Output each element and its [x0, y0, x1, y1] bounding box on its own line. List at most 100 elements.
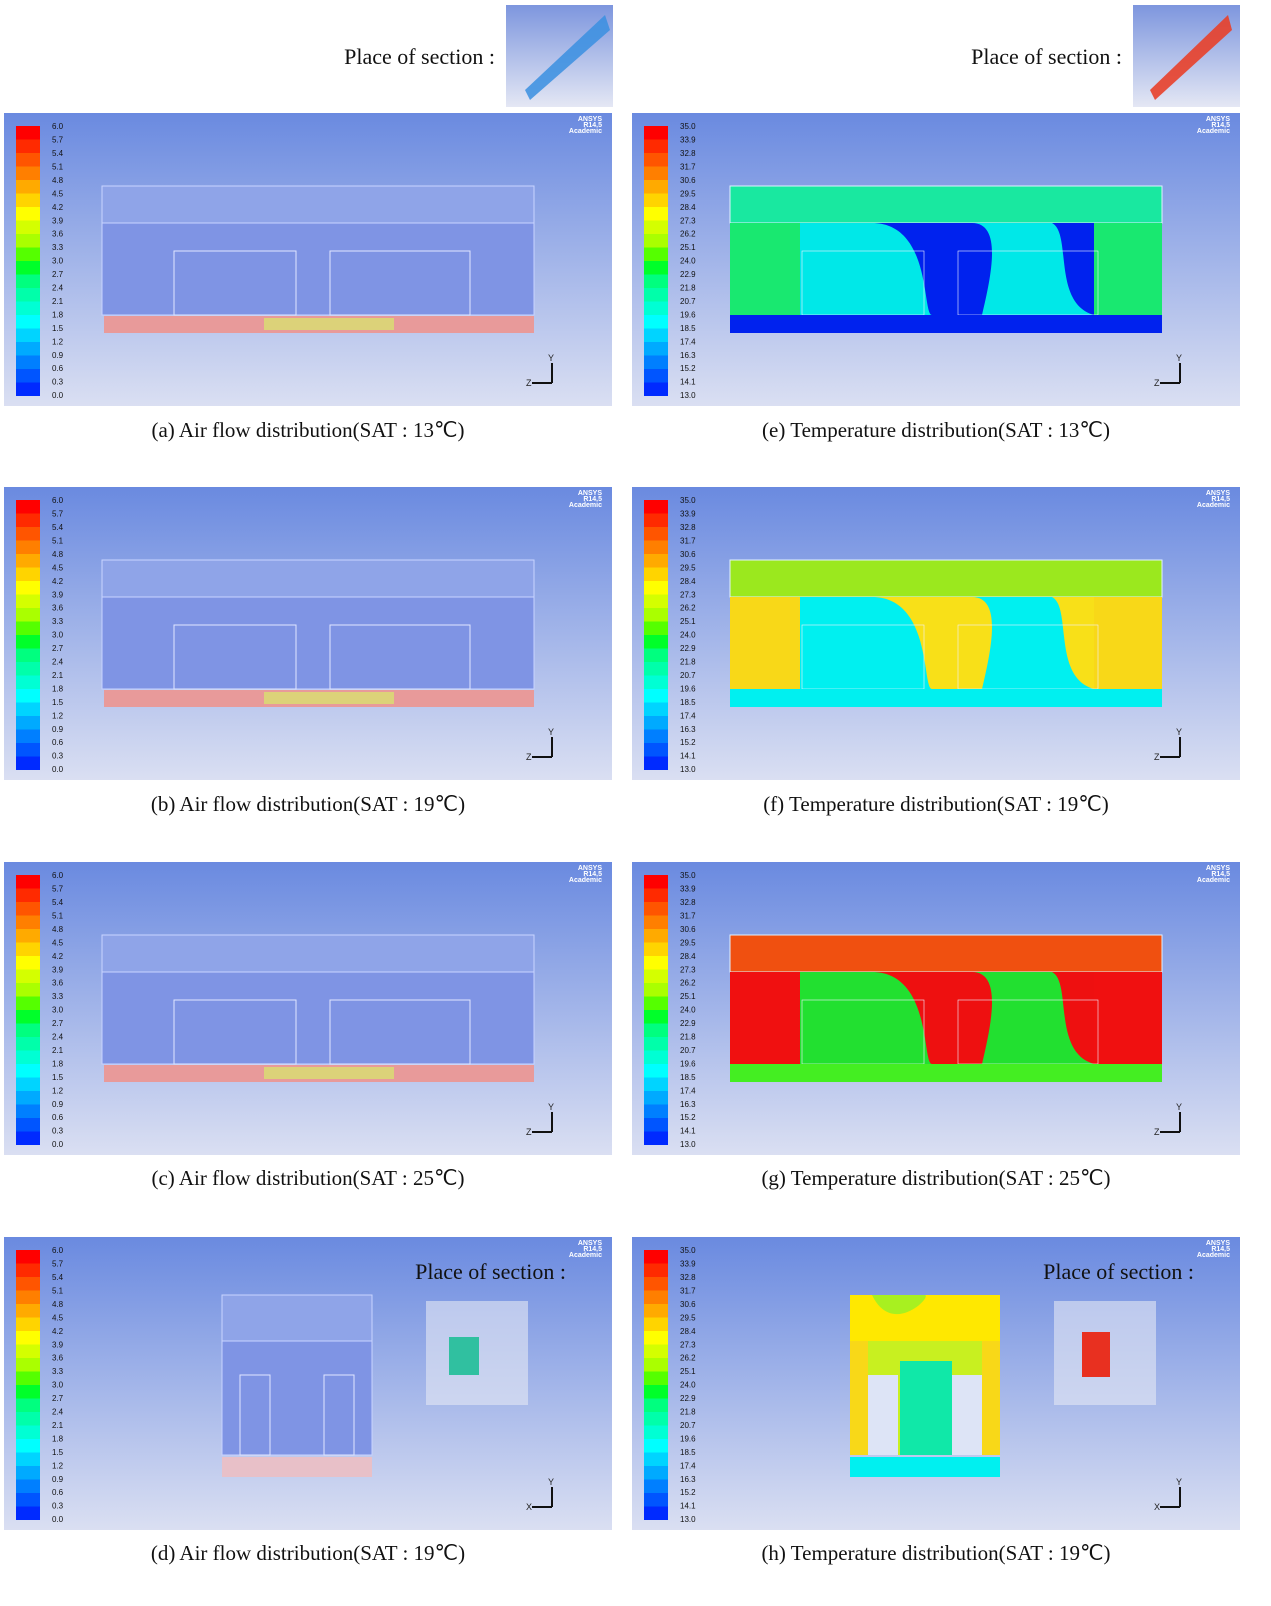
panel: 6.05.75.45.14.84.54.23.93.63.33.02.72.42… — [4, 1237, 612, 1530]
software-license: Academic — [569, 502, 602, 509]
legend-label: 1.8 — [52, 310, 64, 319]
legend-label: 25.1 — [680, 1367, 696, 1376]
axis-label: Y — [1176, 1477, 1182, 1487]
software-license: Academic — [1197, 877, 1230, 884]
legend-swatch — [644, 500, 668, 514]
legend-swatch — [16, 1064, 40, 1078]
legend-swatch — [16, 1250, 40, 1264]
domain-middle — [222, 1341, 372, 1455]
legend-swatch — [16, 194, 40, 208]
legend-swatch — [16, 889, 40, 903]
legend-swatch — [644, 1453, 668, 1467]
legend-label: 25.1 — [680, 617, 696, 626]
legend-swatch — [16, 1507, 40, 1521]
legend-label: 17.4 — [680, 1086, 696, 1095]
section-thumbnail — [506, 5, 613, 107]
legend-label: 13.0 — [680, 1515, 696, 1524]
legend-label: 27.3 — [680, 1340, 696, 1349]
legend-label: 21.8 — [680, 1408, 696, 1417]
axis-label: Y — [1176, 727, 1182, 737]
legend-swatch — [644, 1358, 668, 1372]
legend-swatch — [16, 514, 40, 528]
legend-swatch — [16, 649, 40, 663]
legend-label: 3.3 — [52, 992, 64, 1001]
legend-swatch — [16, 997, 40, 1011]
legend-label: 1.2 — [52, 711, 64, 720]
legend-label: 6.0 — [52, 496, 64, 505]
axis-label: Y — [548, 727, 554, 737]
legend-label: 30.6 — [680, 1300, 696, 1309]
domain-middle — [102, 972, 534, 1064]
domain-middle — [102, 597, 534, 689]
legend-label: 0.6 — [52, 1488, 64, 1497]
legend-label: 14.1 — [680, 1127, 696, 1136]
legend-swatch — [16, 527, 40, 541]
legend-swatch — [644, 1037, 668, 1051]
zone — [1094, 972, 1162, 1064]
legend-swatch — [16, 1024, 40, 1038]
legend-label: 5.4 — [52, 1273, 64, 1282]
legend-swatch — [644, 1264, 668, 1278]
legend-label: 4.5 — [52, 938, 64, 947]
domain-top — [730, 560, 1162, 597]
domain-top — [730, 935, 1162, 972]
legend-swatch — [644, 554, 668, 568]
legend-swatch — [16, 1291, 40, 1305]
legend-swatch — [644, 716, 668, 730]
legend-swatch — [644, 140, 668, 154]
legend-label: 18.5 — [680, 1073, 696, 1082]
legend-swatch — [644, 689, 668, 703]
legend-label: 17.4 — [680, 337, 696, 346]
legend-swatch — [16, 356, 40, 370]
legend-label: 16.3 — [680, 725, 696, 734]
domain-top — [850, 1295, 1000, 1341]
legend-swatch — [644, 1345, 668, 1359]
legend-swatch — [16, 1318, 40, 1332]
legend-swatch — [644, 1372, 668, 1386]
legend-label: 4.8 — [52, 1300, 64, 1309]
legend-label: 1.5 — [52, 324, 64, 333]
domain-top — [102, 186, 534, 223]
legend-label: 0.0 — [52, 391, 64, 400]
legend-label: 32.8 — [680, 1273, 696, 1282]
legend-label: 0.9 — [52, 1475, 64, 1484]
legend-swatch — [644, 568, 668, 582]
legend-swatch — [644, 929, 668, 943]
legend-swatch — [644, 1480, 668, 1494]
legend-swatch — [644, 1250, 668, 1264]
legend-label: 33.9 — [680, 1260, 696, 1269]
legend-swatch — [644, 1493, 668, 1507]
legend-swatch — [644, 649, 668, 663]
caption: (f) Temperature distribution(SAT : 19℃) — [763, 792, 1109, 816]
floor-plenum — [730, 1064, 1162, 1082]
legend-swatch — [644, 153, 668, 167]
legend-label: 29.5 — [680, 938, 696, 947]
legend-label: 0.6 — [52, 738, 64, 747]
legend-swatch — [16, 676, 40, 690]
legend-swatch — [644, 1091, 668, 1105]
legend-swatch — [16, 970, 40, 984]
legend-swatch — [644, 622, 668, 636]
caption: (g) Temperature distribution(SAT : 25℃) — [761, 1166, 1110, 1190]
legend-swatch — [644, 1051, 668, 1065]
software-license: Academic — [569, 128, 602, 135]
legend-swatch — [16, 369, 40, 383]
legend-label: 3.9 — [52, 216, 64, 225]
floor-plenum — [850, 1457, 1000, 1477]
legend-swatch — [16, 207, 40, 221]
legend-label: 5.1 — [52, 536, 64, 545]
legend-label: 32.8 — [680, 898, 696, 907]
legend-label: 4.2 — [52, 577, 64, 586]
legend-label: 6.0 — [52, 1246, 64, 1255]
legend-swatch — [16, 703, 40, 717]
caption: (b) Air flow distribution(SAT : 19℃) — [151, 792, 465, 816]
legend-swatch — [16, 126, 40, 140]
legend-swatch — [644, 207, 668, 221]
legend-swatch — [16, 662, 40, 676]
legend-label: 3.6 — [52, 1354, 64, 1363]
legend-swatch — [16, 1399, 40, 1413]
floor-jet — [264, 318, 394, 330]
legend-swatch — [16, 916, 40, 930]
legend-swatch — [16, 635, 40, 649]
legend-label: 1.2 — [52, 1086, 64, 1095]
